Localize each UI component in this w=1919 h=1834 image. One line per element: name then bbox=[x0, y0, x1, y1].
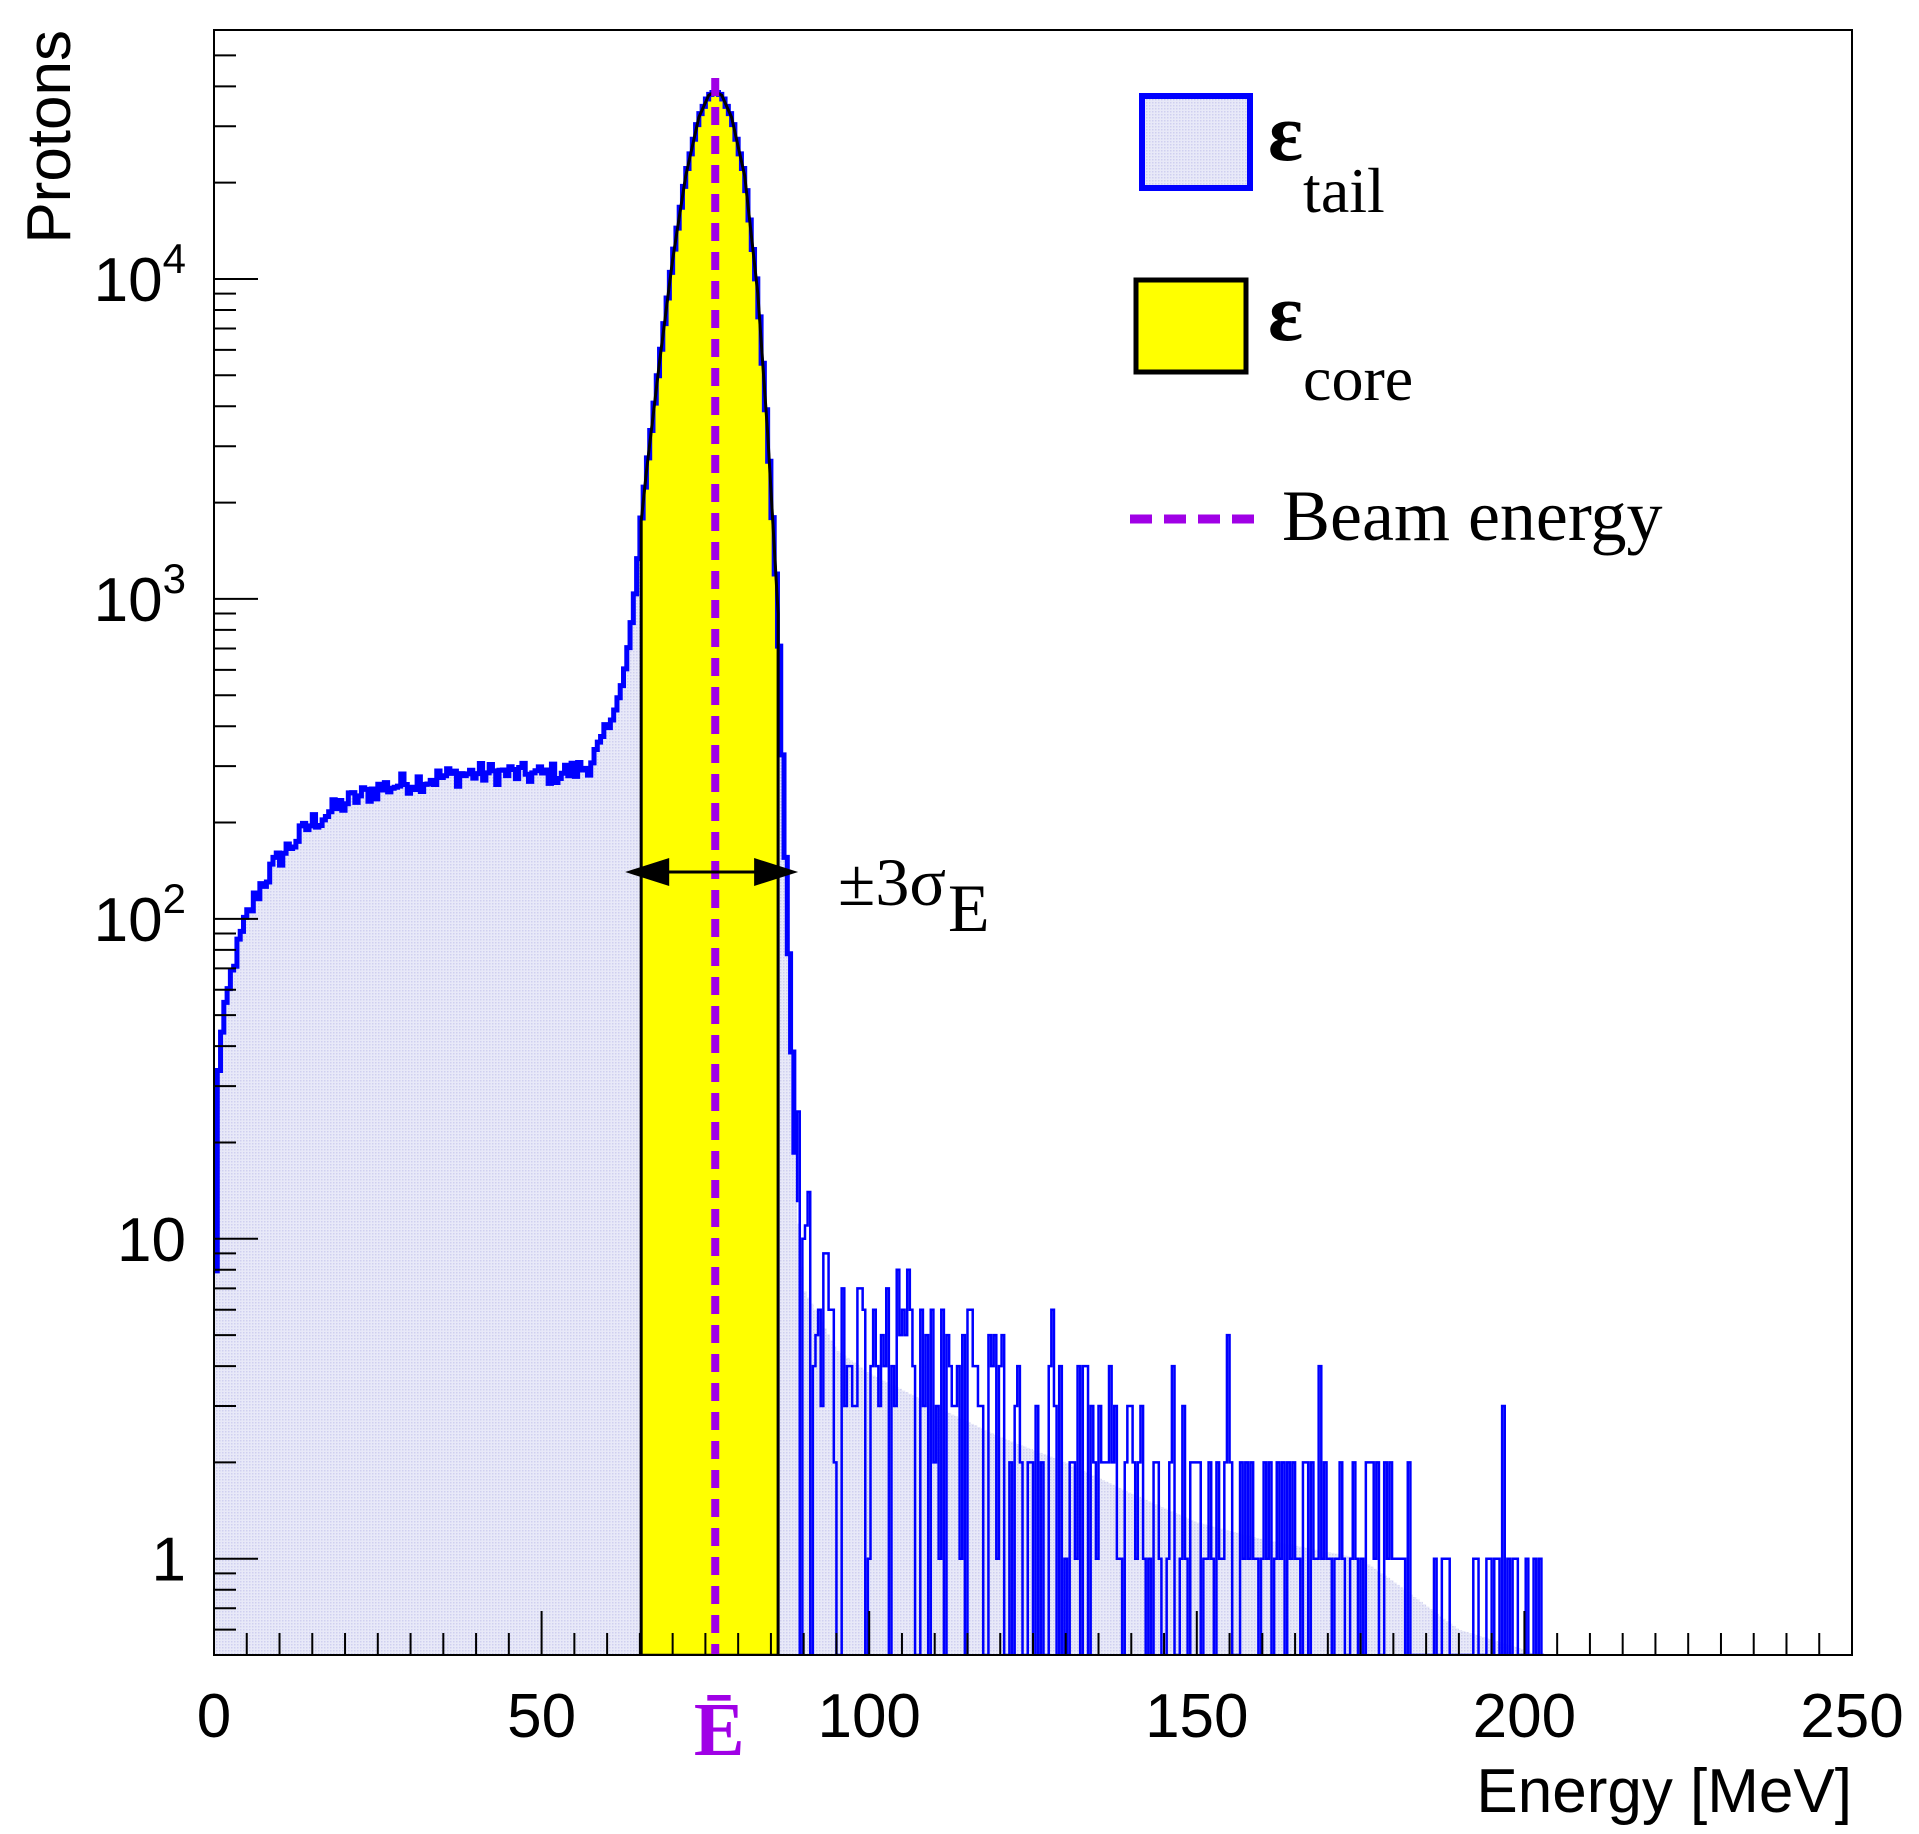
core-range-arrow bbox=[625, 858, 799, 886]
legend-label-tail: εtail bbox=[1268, 87, 1385, 226]
x-tick-labels: 0 50 100 150 200 250 bbox=[197, 1682, 1904, 1751]
legend-item-tail: εtail bbox=[1139, 87, 1385, 226]
core-range-label-sub: E bbox=[948, 870, 990, 946]
tail-region-fill bbox=[214, 92, 1852, 1655]
core-peak-outline bbox=[639, 89, 780, 1655]
core-range-arrow-head-left bbox=[625, 858, 670, 886]
axis-ticks bbox=[213, 29, 1853, 1656]
legend-label-core: εcore bbox=[1268, 267, 1413, 414]
y-tick-label: 102 bbox=[94, 875, 186, 955]
x-tick-label: 150 bbox=[1145, 1682, 1248, 1751]
legend-swatch-tail bbox=[1139, 93, 1253, 191]
y-tick-label: 10 bbox=[117, 1206, 186, 1275]
y-axis-title: Protons bbox=[15, 30, 84, 244]
beam-energy-axis-label: Ē bbox=[694, 1688, 745, 1772]
x-tick-label: 200 bbox=[1473, 1682, 1576, 1751]
x-tick-label: 100 bbox=[817, 1682, 920, 1751]
legend-swatch-core bbox=[1133, 277, 1249, 375]
plot-area bbox=[214, 78, 1852, 1655]
tail-noise-spikes bbox=[795, 1110, 1545, 1655]
y-tick-label: 1 bbox=[152, 1526, 186, 1595]
core-range-arrow-head-right bbox=[754, 858, 799, 886]
legend-item-core: εcore bbox=[1133, 267, 1413, 414]
y-tick-label: 104 bbox=[94, 235, 186, 315]
y-tick-label: 103 bbox=[94, 555, 186, 635]
x-tick-label: 250 bbox=[1800, 1682, 1903, 1751]
x-tick-label: 50 bbox=[507, 1682, 576, 1751]
legend-label-beam: Beam energy bbox=[1282, 476, 1663, 556]
legend: εtail εcore Beam energy bbox=[1130, 87, 1663, 556]
x-tick-label: 0 bbox=[197, 1682, 231, 1751]
y-tick-labels: 1 10 102 103 104 bbox=[94, 235, 186, 1595]
legend-item-beam: Beam energy bbox=[1130, 476, 1663, 556]
x-axis-title: Energy [MeV] bbox=[1476, 1757, 1852, 1826]
core-range-label: ±3σE bbox=[838, 844, 990, 946]
spectrum-outline bbox=[214, 90, 798, 1274]
